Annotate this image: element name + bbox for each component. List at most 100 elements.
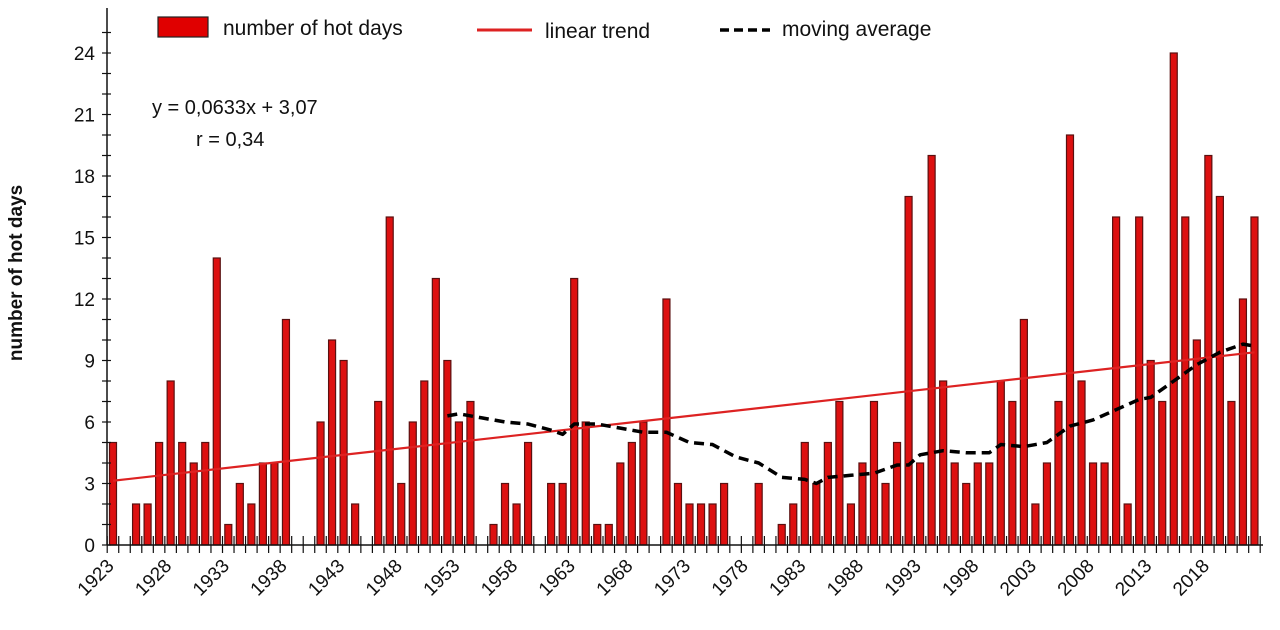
bar-1966 [604, 523, 613, 546]
bar-2005 [1054, 400, 1063, 546]
bar-1927 [155, 441, 164, 546]
bar-2011 [1123, 503, 1132, 546]
bar-2018 [1204, 154, 1213, 546]
y-tick-label: 9 [84, 352, 95, 373]
bar-1952 [443, 359, 452, 546]
bar-1929 [178, 441, 187, 546]
lines-group [112, 342, 1255, 486]
bar-1926 [143, 503, 152, 546]
bar-1942 [327, 339, 337, 546]
bar-1993 [915, 462, 925, 546]
bar-1941 [316, 421, 325, 546]
bar-1953 [454, 421, 463, 546]
bar-1935 [247, 503, 256, 546]
bar-1979 [754, 482, 763, 546]
legend-bar-swatch [157, 16, 209, 38]
x-tick-label: 1923 [74, 556, 119, 601]
x-tick-label: 1948 [362, 556, 407, 601]
bar-2015 [1169, 52, 1178, 546]
bar-1957 [500, 482, 510, 546]
x-tick-label: 1988 [823, 556, 868, 601]
y-tick-label: 0 [84, 536, 95, 557]
bar-1973 [685, 503, 694, 546]
bar-1944 [351, 503, 360, 546]
x-tick-label: 2013 [1111, 556, 1156, 601]
bar-1938 [281, 318, 291, 546]
bar-1958 [512, 503, 521, 546]
x-tick-label: 1993 [881, 556, 926, 601]
x-tick-label: 2018 [1169, 556, 1214, 601]
bar-1934 [235, 482, 244, 546]
bar-2016 [1181, 216, 1190, 546]
bar-2021 [1238, 298, 1248, 546]
bar-1986 [835, 400, 844, 546]
bar-1931 [201, 441, 210, 546]
y-tick-label: 12 [74, 290, 95, 311]
bar-1987 [846, 503, 856, 546]
bar-1949 [408, 421, 417, 546]
y-tick-label: 21 [74, 106, 95, 127]
moving-average-line [447, 342, 1255, 486]
y-tick-label: 15 [74, 229, 95, 250]
bar-1976 [719, 482, 729, 546]
bar-1962 [558, 482, 567, 546]
bar-1961 [547, 482, 556, 546]
bar-1965 [593, 523, 602, 546]
bar-1950 [420, 380, 429, 546]
x-tick-label: 1968 [593, 556, 638, 601]
x-tick-label: 1978 [708, 556, 753, 601]
bar-1937 [270, 462, 279, 546]
bar-1928 [166, 380, 175, 546]
x-tick-label: 1933 [189, 556, 234, 601]
bar-1996 [950, 462, 959, 546]
x-tick-label: 2008 [1054, 556, 1099, 601]
bar-2001 [1008, 400, 1017, 546]
bar-1984 [812, 482, 821, 546]
legend: number of hot days linear trend moving a… [157, 16, 931, 43]
bar-1923 [108, 441, 118, 546]
bar-1985 [823, 441, 832, 546]
bar-2013 [1146, 359, 1155, 546]
bar-2010 [1112, 216, 1121, 546]
bar-1954 [466, 400, 475, 546]
bar-1995 [939, 380, 948, 546]
bar-1992 [904, 195, 913, 546]
x-tick-label: 1928 [131, 556, 176, 601]
bar-1971 [662, 298, 671, 546]
bars-group [108, 52, 1259, 546]
bar-1998 [973, 462, 982, 546]
bar-2009 [1100, 462, 1109, 546]
bar-1974 [696, 503, 706, 546]
bar-1936 [258, 462, 267, 546]
bar-1967 [616, 462, 625, 546]
bar-2002 [1019, 318, 1028, 546]
bar-1983 [800, 441, 809, 546]
bar-2012 [1135, 216, 1144, 546]
bar-1991 [892, 441, 902, 546]
linear-trend-line [112, 351, 1255, 482]
x-tick-label: 1963 [535, 556, 580, 601]
bar-1959 [523, 441, 533, 546]
bar-2000 [996, 380, 1005, 546]
bar-2007 [1077, 380, 1086, 546]
x-tick-label: 1998 [939, 556, 984, 601]
x-tick-label: 1953 [420, 556, 465, 601]
bar-1946 [374, 400, 383, 546]
x-tick-label: 1973 [650, 556, 695, 601]
legend-label-hot-days: number of hot days [223, 17, 403, 40]
y-tick-label: 6 [84, 413, 95, 434]
bar-2022 [1250, 216, 1259, 546]
bar-1933 [224, 523, 233, 546]
bar-1951 [431, 277, 440, 546]
legend-label-moving-average: moving average [782, 18, 931, 41]
bar-1930 [189, 462, 198, 546]
bar-2006 [1065, 134, 1075, 546]
bar-1972 [673, 482, 683, 546]
x-tick-label: 1958 [477, 556, 522, 601]
bar-1999 [985, 462, 994, 546]
bar-2008 [1088, 462, 1098, 546]
bar-2020 [1227, 400, 1236, 546]
bar-1994 [927, 154, 936, 546]
bar-1948 [397, 482, 406, 546]
